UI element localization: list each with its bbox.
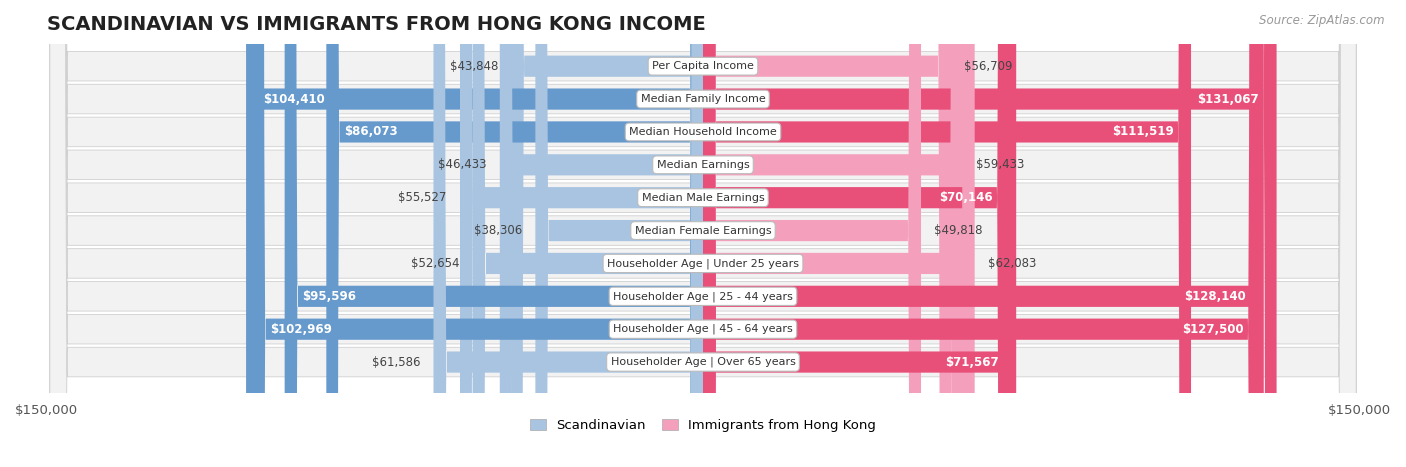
Text: $95,596: $95,596 [302, 290, 356, 303]
Text: $61,586: $61,586 [371, 355, 420, 368]
Text: $111,519: $111,519 [1112, 126, 1174, 138]
FancyBboxPatch shape [703, 0, 1264, 467]
Text: $128,140: $128,140 [1184, 290, 1246, 303]
FancyBboxPatch shape [703, 0, 1191, 467]
FancyBboxPatch shape [703, 0, 1277, 467]
Text: $104,410: $104,410 [263, 92, 325, 106]
FancyBboxPatch shape [703, 0, 1261, 467]
Text: $46,433: $46,433 [439, 158, 486, 171]
FancyBboxPatch shape [703, 0, 974, 467]
FancyBboxPatch shape [472, 0, 703, 467]
Text: $43,848: $43,848 [450, 60, 498, 73]
Text: $86,073: $86,073 [344, 126, 398, 138]
Text: Householder Age | 25 - 44 years: Householder Age | 25 - 44 years [613, 291, 793, 302]
FancyBboxPatch shape [49, 0, 1357, 467]
Text: $102,969: $102,969 [270, 323, 332, 336]
FancyBboxPatch shape [512, 0, 703, 467]
Text: Median Female Earnings: Median Female Earnings [634, 226, 772, 235]
FancyBboxPatch shape [703, 0, 921, 467]
Text: $131,067: $131,067 [1198, 92, 1260, 106]
Text: Median Household Income: Median Household Income [628, 127, 778, 137]
FancyBboxPatch shape [499, 0, 703, 467]
Text: $62,083: $62,083 [988, 257, 1036, 270]
Text: Householder Age | Under 25 years: Householder Age | Under 25 years [607, 258, 799, 269]
FancyBboxPatch shape [253, 0, 703, 467]
Text: Householder Age | Over 65 years: Householder Age | Over 65 years [610, 357, 796, 368]
Text: $52,654: $52,654 [411, 257, 460, 270]
Text: $49,818: $49,818 [934, 224, 983, 237]
Legend: Scandinavian, Immigrants from Hong Kong: Scandinavian, Immigrants from Hong Kong [530, 419, 876, 432]
Text: Median Earnings: Median Earnings [657, 160, 749, 170]
FancyBboxPatch shape [49, 0, 1357, 467]
FancyBboxPatch shape [49, 0, 1357, 467]
FancyBboxPatch shape [49, 0, 1357, 467]
FancyBboxPatch shape [703, 0, 1017, 467]
FancyBboxPatch shape [246, 0, 703, 467]
Text: Median Family Income: Median Family Income [641, 94, 765, 104]
FancyBboxPatch shape [49, 0, 1357, 467]
Text: $59,433: $59,433 [976, 158, 1025, 171]
Text: Source: ZipAtlas.com: Source: ZipAtlas.com [1260, 14, 1385, 27]
FancyBboxPatch shape [49, 0, 1357, 467]
FancyBboxPatch shape [433, 0, 703, 467]
Text: $55,527: $55,527 [398, 191, 447, 204]
FancyBboxPatch shape [284, 0, 703, 467]
FancyBboxPatch shape [49, 0, 1357, 467]
FancyBboxPatch shape [49, 0, 1357, 467]
Text: Per Capita Income: Per Capita Income [652, 61, 754, 71]
Text: $70,146: $70,146 [939, 191, 993, 204]
FancyBboxPatch shape [460, 0, 703, 467]
FancyBboxPatch shape [703, 0, 963, 467]
Text: $56,709: $56,709 [965, 60, 1012, 73]
FancyBboxPatch shape [326, 0, 703, 467]
Text: $38,306: $38,306 [474, 224, 522, 237]
Text: SCANDINAVIAN VS IMMIGRANTS FROM HONG KONG INCOME: SCANDINAVIAN VS IMMIGRANTS FROM HONG KON… [46, 15, 706, 34]
Text: $127,500: $127,500 [1182, 323, 1243, 336]
Text: Householder Age | 45 - 64 years: Householder Age | 45 - 64 years [613, 324, 793, 334]
FancyBboxPatch shape [49, 0, 1357, 467]
FancyBboxPatch shape [703, 0, 952, 467]
FancyBboxPatch shape [49, 0, 1357, 467]
Text: Median Male Earnings: Median Male Earnings [641, 193, 765, 203]
Text: $71,567: $71,567 [945, 355, 998, 368]
FancyBboxPatch shape [536, 0, 703, 467]
FancyBboxPatch shape [703, 0, 1010, 467]
